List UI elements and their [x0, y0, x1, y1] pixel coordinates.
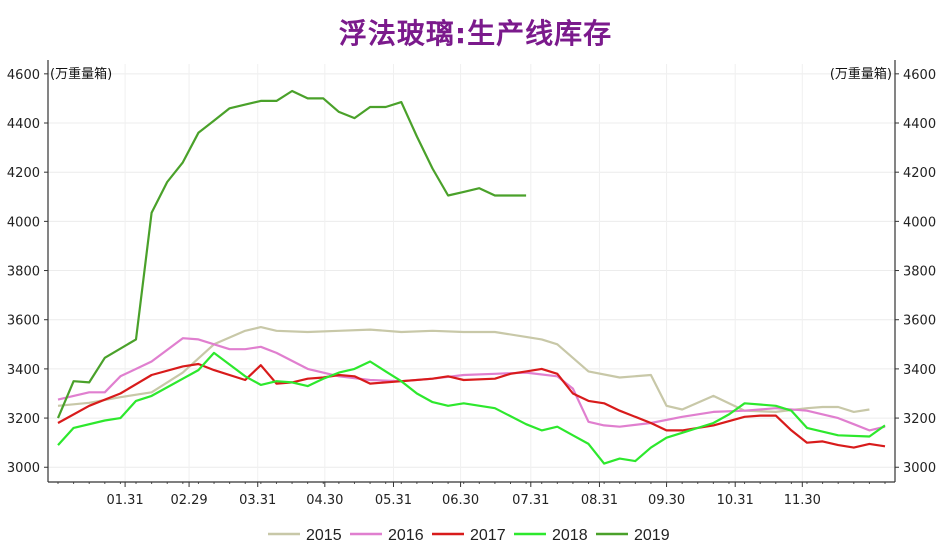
left-axis-unit: (万重量箱) — [50, 66, 112, 82]
y-tick-label-left: 3800 — [7, 265, 40, 280]
y-tick-label-left: 4000 — [7, 215, 40, 230]
chart-title: 浮法玻璃:生产线库存 — [338, 17, 613, 50]
series-line-2018 — [57, 351, 886, 465]
x-tick-label: 04.30 — [306, 493, 343, 508]
x-tick-label: 01.31 — [106, 493, 143, 508]
x-tick-label: 11.30 — [784, 493, 821, 508]
y-tick-label-right: 3200 — [903, 412, 936, 427]
legend: 2015 2016 2017 2018 2019 — [268, 527, 670, 544]
x-tick-label: 10.31 — [717, 493, 754, 508]
series-line-2017 — [57, 362, 886, 449]
y-tick-label-right: 3400 — [903, 363, 936, 378]
grid-lines — [48, 64, 895, 482]
y-tick-label-left: 4400 — [7, 117, 40, 132]
legend-label-2017: 2017 — [470, 527, 506, 544]
legend-label-2015: 2015 — [306, 527, 342, 544]
y-tick-label-left: 3000 — [7, 461, 40, 476]
y-tick-label-right: 4200 — [903, 166, 936, 181]
y-tick-label-left: 3400 — [7, 363, 40, 378]
axes — [44, 60, 899, 487]
y-tick-label-left: 3200 — [7, 412, 40, 427]
series-lines — [56, 89, 886, 465]
series-line-2019 — [56, 89, 527, 419]
x-tick-label: 05.31 — [375, 493, 412, 508]
y-tick-label-left: 4600 — [7, 68, 40, 83]
legend-label-2019: 2019 — [634, 527, 670, 544]
series-line-2015 — [57, 326, 870, 413]
x-tick-label: 09.30 — [648, 493, 685, 508]
series-line-2016 — [57, 337, 886, 432]
x-tick-label: 03.31 — [239, 493, 276, 508]
y-tick-label-right: 3000 — [903, 461, 936, 476]
x-tick-label: 06.30 — [442, 493, 479, 508]
right-axis-unit: (万重量箱) — [830, 66, 892, 82]
legend-label-2016: 2016 — [388, 527, 424, 544]
y-tick-label-right: 4000 — [903, 215, 936, 230]
y-tick-label-right: 4400 — [903, 117, 936, 132]
legend-label-2018: 2018 — [552, 527, 588, 544]
tick-labels: 3000 3000 3200 3200 3400 3400 3600 3600 3800 3800… — [7, 68, 936, 508]
x-tick-label: 07.31 — [512, 493, 549, 508]
y-tick-label-left: 3600 — [7, 314, 40, 329]
y-tick-label-right: 4600 — [903, 68, 936, 83]
x-tick-label: 02.29 — [170, 493, 207, 508]
y-tick-label-right: 3600 — [903, 314, 936, 329]
y-tick-label-left: 4200 — [7, 166, 40, 181]
y-tick-label-right: 3800 — [903, 265, 936, 280]
x-tick-label: 08.31 — [581, 493, 618, 508]
